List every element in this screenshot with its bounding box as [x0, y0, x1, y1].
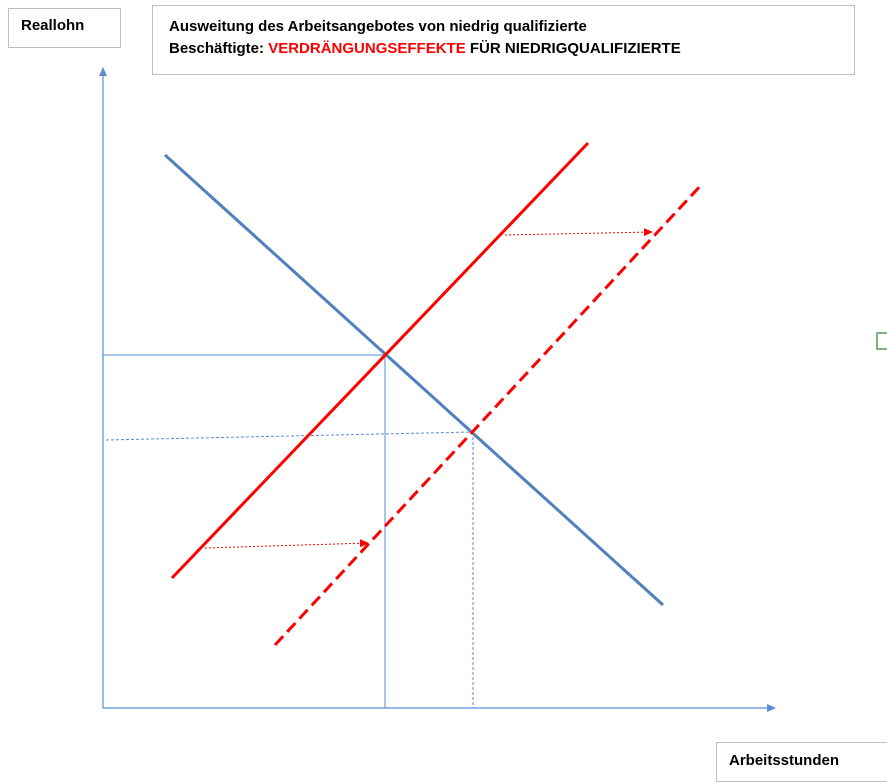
supply-curve	[170, 141, 590, 580]
x-axis-label: Arbeitsstunden	[716, 742, 887, 782]
title-line: Ausweitung des Arbeitsangebotes von nied…	[169, 18, 587, 35]
shifted-supply-curve	[273, 181, 705, 647]
wage-line-2	[105, 431, 473, 441]
shift-arrow	[504, 228, 653, 237]
title-line: Beschäftigte: VERDRÄNGUNGSEFFEKTE FÜR NI…	[169, 38, 854, 60]
shift-arrow	[204, 539, 369, 549]
title-text: FÜR NIEDRIGQUALIFIZIERTE	[469, 40, 681, 57]
title-highlight: VERDRÄNGUNGSEFFEKTE	[268, 40, 466, 57]
demand-curve	[163, 153, 665, 607]
y-axis-label: Reallohn	[8, 8, 121, 48]
title-text: Beschäftigte:	[169, 40, 265, 57]
handle	[876, 332, 887, 350]
title: Ausweitung des Arbeitsangebotes von nied…	[152, 5, 855, 75]
